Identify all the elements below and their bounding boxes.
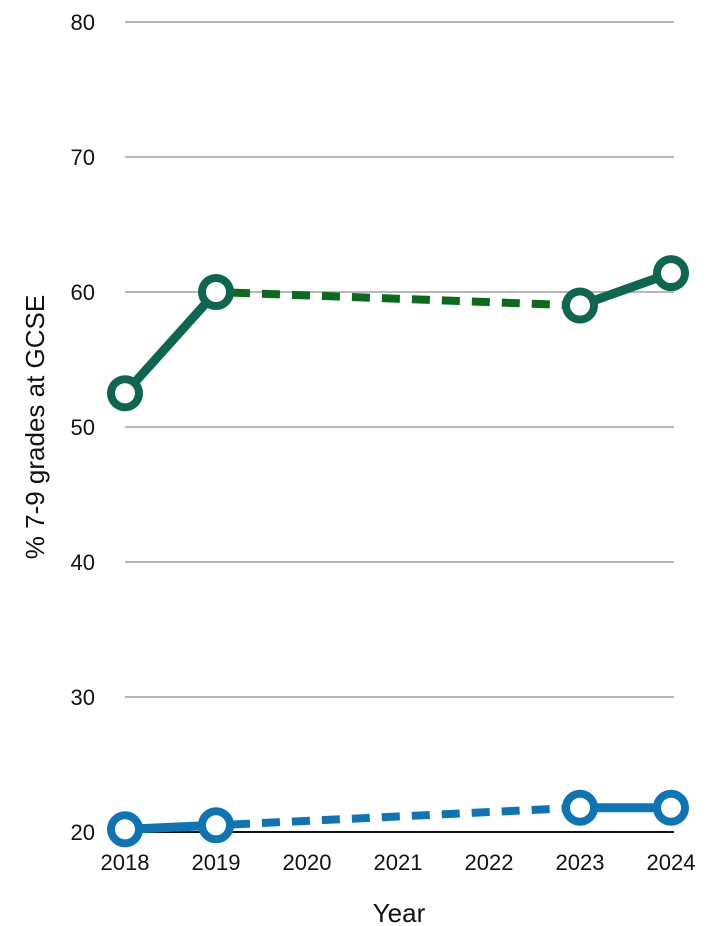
y-tick-label: 30 (71, 685, 95, 710)
series-2-gap-line (231, 804, 565, 829)
y-tick-label: 60 (71, 280, 95, 305)
y-tick-label: 80 (71, 10, 95, 35)
x-tick-label: 2023 (556, 850, 605, 875)
series-1-segment (120, 287, 221, 398)
series-group (107, 255, 689, 848)
y-tick-labels: 20 30 40 50 60 70 80 (71, 10, 95, 845)
x-tick-label: 2022 (465, 850, 514, 875)
x-tick-labels: 2018 2019 2020 2021 2022 2023 2024 (101, 850, 696, 875)
x-tick-label: 2021 (374, 850, 423, 875)
x-tick-label: 2020 (283, 850, 332, 875)
series-1-point (562, 287, 598, 324)
x-tick-label: 2019 (192, 850, 241, 875)
series-1-gap-line (231, 288, 565, 309)
y-tick-label: 20 (71, 820, 95, 845)
x-axis-title: Year (373, 898, 426, 926)
y-axis-title: % 7-9 grades at GCSE (20, 295, 50, 559)
series-1-point (107, 375, 143, 412)
y-tick-label: 50 (71, 415, 95, 440)
series-1-point (198, 274, 234, 310)
x-tick-label: 2018 (101, 850, 150, 875)
series-2-point (562, 789, 598, 826)
series-1 (107, 255, 689, 412)
y-tick-label: 70 (71, 145, 95, 170)
series-2 (107, 789, 689, 848)
y-tick-label: 40 (71, 550, 95, 575)
gridlines (125, 21, 674, 833)
x-tick-label: 2024 (647, 850, 696, 875)
series-2-point (198, 807, 234, 844)
series-2-point (653, 789, 689, 826)
series-1-point (653, 255, 689, 292)
series-2-point (107, 811, 143, 848)
